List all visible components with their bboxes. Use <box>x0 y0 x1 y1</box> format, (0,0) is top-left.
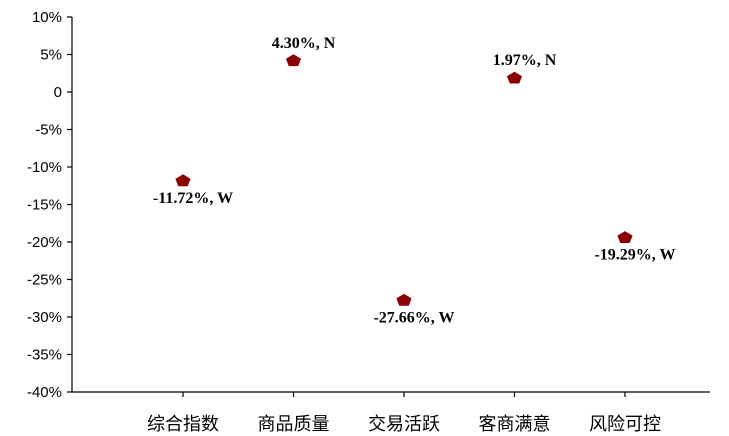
data-point <box>617 231 633 243</box>
x-tick-label: 综合指数 <box>147 414 219 435</box>
data-points <box>175 54 633 306</box>
x-ticks: 综合指数 商品质量 交易活跃 客商满意 风险可控 <box>147 392 661 435</box>
x-tick-label: 风险可控 <box>589 414 661 435</box>
y-ticks: 10% 5% 0 -5% -10% -15% -20% -25% -30% -35% -40% <box>27 9 72 401</box>
y-tick-label: 0 <box>54 84 62 101</box>
data-label: 1.97%, N <box>493 52 557 69</box>
data-label: -19.29%, W <box>594 247 675 264</box>
y-tick-label: -40% <box>27 384 62 401</box>
y-tick-label: 10% <box>32 9 62 26</box>
y-tick-label: -30% <box>27 309 62 326</box>
y-tick-label: -25% <box>27 272 62 289</box>
y-tick-label: -5% <box>35 122 62 139</box>
data-label: -27.66%, W <box>373 309 454 326</box>
x-tick-label: 客商满意 <box>479 414 551 435</box>
y-tick-label: -35% <box>27 347 62 364</box>
data-labels: -11.72%, W 4.30%, N -27.66%, W 1.97%, N -19.… <box>153 35 676 327</box>
x-tick-label: 商品质量 <box>258 414 330 435</box>
data-label: 4.30%, N <box>272 35 336 52</box>
data-point <box>396 293 412 306</box>
x-tick-label: 交易活跃 <box>368 414 440 435</box>
y-tick-label: 5% <box>40 47 62 64</box>
data-point <box>285 54 302 67</box>
data-point <box>506 71 523 84</box>
data-point <box>175 174 191 187</box>
data-label: -11.72%, W <box>153 190 233 207</box>
y-tick-label: -10% <box>27 159 62 176</box>
y-tick-label: -15% <box>27 197 62 214</box>
y-tick-label: -20% <box>27 234 62 251</box>
